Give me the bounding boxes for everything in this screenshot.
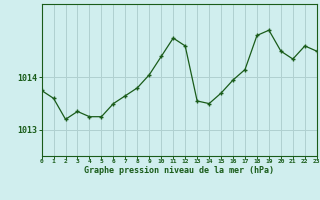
X-axis label: Graphe pression niveau de la mer (hPa): Graphe pression niveau de la mer (hPa) [84,166,274,175]
